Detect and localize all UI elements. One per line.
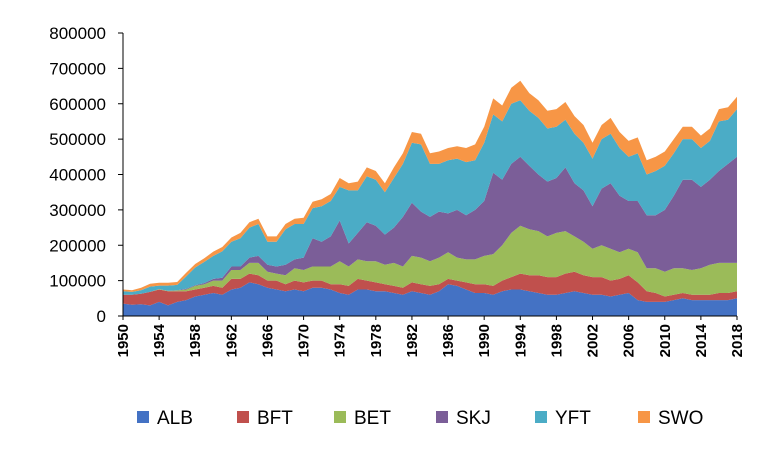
x-tick-label: 1970 xyxy=(296,324,313,357)
y-tick-label: 700000 xyxy=(49,59,106,78)
x-tick-label: 2002 xyxy=(585,324,602,357)
x-tick-label: 1950 xyxy=(115,324,132,357)
legend-label-bet: BET xyxy=(354,408,391,429)
x-tick-label: 1994 xyxy=(512,323,529,357)
x-tick-label: 1954 xyxy=(151,323,168,357)
y-tick-label: 800000 xyxy=(49,24,106,43)
legend-swatch-bet xyxy=(334,411,346,423)
legend-label-skj: SKJ xyxy=(456,408,491,429)
area-swo xyxy=(123,80,737,292)
area-alb xyxy=(123,282,737,316)
x-tick-label: 1978 xyxy=(368,324,385,357)
x-tick-label: 1982 xyxy=(404,324,421,357)
x-tick-label: 1990 xyxy=(476,324,493,357)
legend-swatch-yft xyxy=(535,411,547,423)
x-tick-label: 2006 xyxy=(621,324,638,357)
legend-swatch-bft xyxy=(237,411,249,423)
y-tick-label: 600000 xyxy=(49,95,106,114)
x-tick-label: 1986 xyxy=(440,324,457,357)
x-tick-label: 2018 xyxy=(729,324,746,357)
x-tick-label: 1974 xyxy=(332,323,349,357)
series-areas xyxy=(123,80,737,316)
legend-label-bft: BFT xyxy=(257,408,293,429)
legend-label-alb: ALB xyxy=(157,408,193,429)
area-yft xyxy=(123,100,737,295)
area-bft xyxy=(123,271,737,306)
legend-swatch-alb xyxy=(137,411,149,423)
area-bet xyxy=(123,225,737,297)
x-tick-label: 1962 xyxy=(223,324,240,357)
x-tick-label: 2014 xyxy=(693,323,710,357)
y-tick-label: 500000 xyxy=(49,130,106,149)
area-skj xyxy=(123,156,737,295)
legend-label-swo: SWO xyxy=(658,408,703,429)
y-tick-label: 100000 xyxy=(49,272,106,291)
y-tick-label: 400000 xyxy=(49,166,106,185)
x-tick-label: 2010 xyxy=(657,324,674,357)
legend-label-yft: YFT xyxy=(555,408,591,429)
legend-swatch-skj xyxy=(436,411,448,423)
x-tick-labels: 1950 1954 1958 1962 1966 1970 1974 1978 1982 1986… xyxy=(115,316,746,357)
y-tick-labels: 0 100000 200000 300000 400000 500000 600000 700… xyxy=(49,24,123,326)
y-tick-label: 300000 xyxy=(49,201,106,220)
legend: ALB BFT BET SKJ YFT SWO xyxy=(137,408,703,429)
x-tick-label: 1998 xyxy=(548,324,565,357)
x-tick-label: 1958 xyxy=(187,324,204,357)
y-tick-label: 0 xyxy=(97,307,106,326)
legend-swatch-swo xyxy=(638,411,650,423)
x-tick-label: 1966 xyxy=(259,324,276,357)
y-tick-label: 200000 xyxy=(49,236,106,255)
